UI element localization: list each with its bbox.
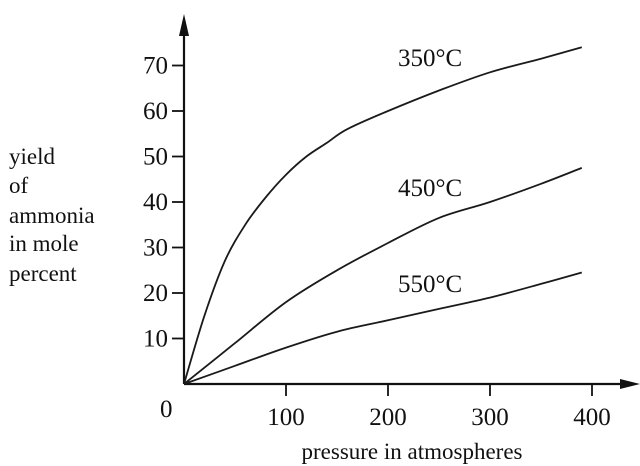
x-axis-label: pressure in atmospheres <box>302 439 523 464</box>
y-axis-label-line: ammonia <box>9 203 95 228</box>
series-label-350c: 350°C <box>398 45 462 72</box>
y-tick-label: 40 <box>143 189 168 216</box>
origin-label: 0 <box>160 396 173 423</box>
x-tick-label: 300 <box>471 404 509 431</box>
x-tick-label: 200 <box>369 404 407 431</box>
x-axis-arrowhead <box>620 379 640 389</box>
series-label-450c: 450°C <box>398 175 462 202</box>
y-ticks: 10 20 30 40 50 60 70 <box>143 53 184 353</box>
y-tick-label: 10 <box>143 326 168 353</box>
y-tick-label: 60 <box>143 98 168 125</box>
y-axis <box>179 14 189 384</box>
x-ticks: 100 200 300 400 <box>267 384 611 431</box>
y-tick-label: 20 <box>143 280 168 307</box>
curve-450c <box>183 167 583 385</box>
x-axis <box>184 379 640 389</box>
series-curves <box>183 46 583 385</box>
curve-550c <box>183 271 583 385</box>
y-axis-label-line: in mole <box>9 231 79 256</box>
y-axis-label-line: percent <box>9 261 77 286</box>
y-axis-label: yield of ammonia in mole percent <box>9 144 95 286</box>
x-tick-label: 400 <box>573 404 611 431</box>
y-axis-arrowhead <box>179 14 189 36</box>
y-axis-label-line: yield <box>9 144 55 169</box>
y-tick-label: 30 <box>143 235 168 262</box>
x-tick-label: 100 <box>267 404 305 431</box>
curve-350c <box>183 46 583 385</box>
y-tick-label: 70 <box>143 53 168 80</box>
y-axis-label-line: of <box>9 173 29 198</box>
y-tick-label: 50 <box>143 144 168 171</box>
series-label-550c: 550°C <box>398 271 462 298</box>
